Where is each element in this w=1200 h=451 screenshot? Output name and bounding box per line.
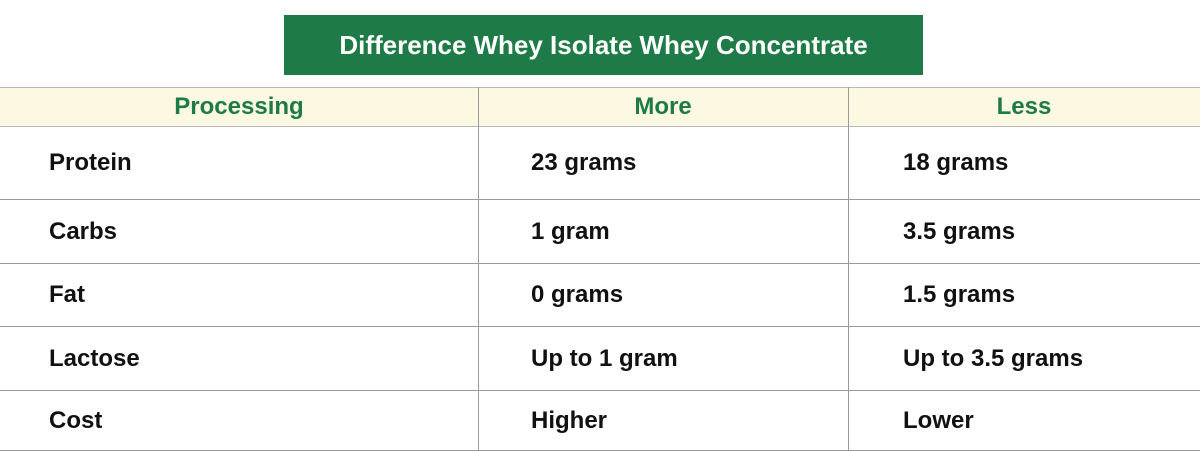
table-cell: Up to 3.5 grams: [903, 344, 1084, 372]
column-divider: [848, 87, 849, 450]
table-cell: 1.5 grams: [903, 281, 1016, 308]
table-row: Protein 23 grams 18 grams: [0, 127, 1200, 200]
table-row: Fat 0 grams 1.5 grams: [0, 264, 1200, 327]
header-cell: More: [634, 93, 692, 120]
title-part: Whey Isolate: [473, 29, 633, 60]
table-cell: Fat: [49, 281, 85, 308]
table-cell: Up to 1 gram: [531, 344, 678, 372]
table-cell: Protein: [49, 149, 132, 176]
table-cell: 3.5 grams: [903, 217, 1016, 245]
title-part: Whey Concentrate: [639, 29, 868, 60]
table-cell: 23 grams: [531, 149, 637, 176]
comparison-table: Processing More Less Protein 23 grams 18 gram…: [0, 87, 1200, 451]
title-banner: Difference Whey Isolate Whey Concentrate: [284, 15, 923, 75]
table-row: Carbs 1 gram 3.5 grams: [0, 200, 1200, 264]
table-cell: 18 grams: [903, 149, 1009, 176]
table-cell: Higher: [531, 406, 608, 434]
column-divider: [478, 87, 479, 450]
table-cell: Cost: [49, 406, 103, 434]
table-cell: Lower: [903, 406, 974, 434]
header-row: Processing More Less: [0, 87, 1200, 127]
header-cell: Less: [996, 93, 1052, 120]
table-cell: 0 grams: [531, 281, 624, 308]
table-cell: 1 gram: [531, 217, 610, 245]
title-part: Difference: [339, 29, 467, 60]
table-row: Cost Higher Lower: [0, 391, 1200, 451]
header-cell: Processing: [174, 93, 304, 120]
table-cell: Carbs: [49, 217, 118, 245]
table-cell: Lactose: [49, 344, 140, 372]
table-row: Lactose Up to 1 gram Up to 3.5 grams: [0, 327, 1200, 391]
